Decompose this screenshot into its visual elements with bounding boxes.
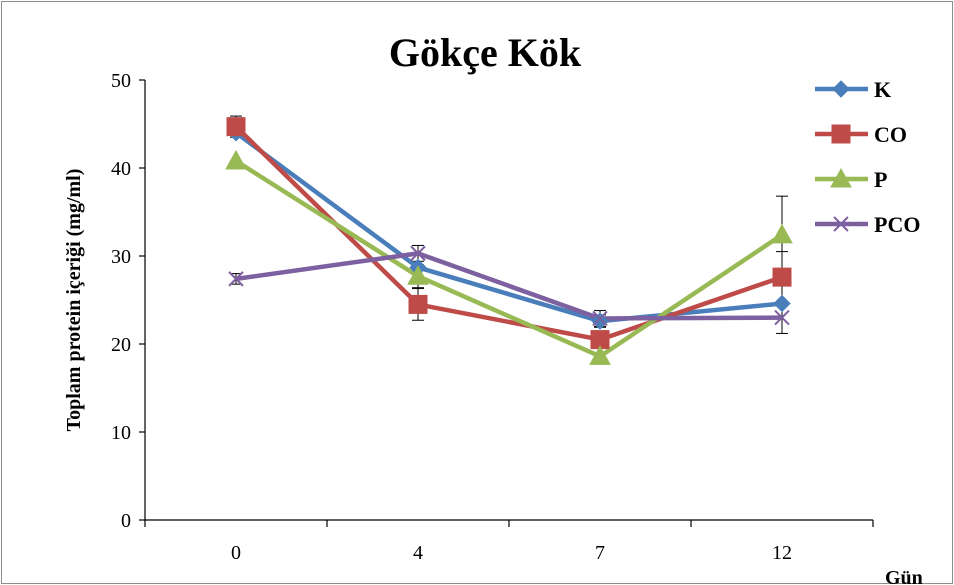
marker-pco-stroke <box>410 245 426 262</box>
y-tick-label: 20 <box>111 334 131 356</box>
legend-label-pco: PCO <box>874 212 920 237</box>
legend-marker-pco <box>833 216 849 232</box>
x-tick-label: 4 <box>413 542 423 564</box>
marker-k <box>773 294 791 313</box>
marker-k <box>591 312 609 330</box>
y-tick-label: 10 <box>111 422 131 444</box>
axes <box>139 79 874 527</box>
y-tick-label: 0 <box>121 510 131 532</box>
marker-p <box>225 149 247 170</box>
marker-pco <box>228 271 244 287</box>
series-line-k <box>234 130 783 324</box>
y-axis-label: Toplam protein içeriği (mg/ml) <box>63 169 85 432</box>
legend-marker-pco-stroke <box>833 216 849 232</box>
series-line-p <box>234 159 784 359</box>
x-tick-label: 7 <box>595 542 605 564</box>
marker-co <box>408 294 428 314</box>
marker-pco-stroke <box>592 310 608 327</box>
marker-pco <box>774 309 790 326</box>
marker-p <box>407 265 429 285</box>
marker-co <box>772 267 792 287</box>
legend-marker-p <box>830 167 852 188</box>
series-lines <box>234 125 784 359</box>
marker-pco-stroke <box>228 271 244 287</box>
x-axis-label: Gün <box>885 567 923 585</box>
y-axis-label-group: Toplam protein içeriği (mg/ml) <box>63 169 85 432</box>
legend: K CO P PCO <box>815 77 920 237</box>
series-line-pco <box>235 251 783 321</box>
y-tick-label: 30 <box>111 246 131 268</box>
y-tick-label: 50 <box>111 70 131 92</box>
x-tick-label: 0 <box>231 542 241 564</box>
x-tick-label: 12 <box>772 542 792 564</box>
series-markers <box>225 117 793 365</box>
marker-co <box>226 117 246 137</box>
y-tick-label: 40 <box>111 158 131 180</box>
marker-p <box>589 345 611 365</box>
marker-pco-stroke <box>774 309 790 326</box>
legend-label-p: P <box>874 167 887 192</box>
legend-marker-k <box>832 80 850 98</box>
legend-label-co: CO <box>874 122 907 147</box>
tick-labels: 0 10 20 30 40 50 0 4 7 12 <box>111 70 792 564</box>
chart-title: Gökçe Kök <box>389 30 582 75</box>
marker-pco <box>410 245 426 262</box>
legend-marker-co <box>831 124 851 144</box>
error-bars <box>230 115 788 334</box>
series-line-co <box>234 125 783 342</box>
marker-pco <box>592 310 608 327</box>
marker-p <box>771 223 793 244</box>
legend-label-k: K <box>874 77 891 102</box>
